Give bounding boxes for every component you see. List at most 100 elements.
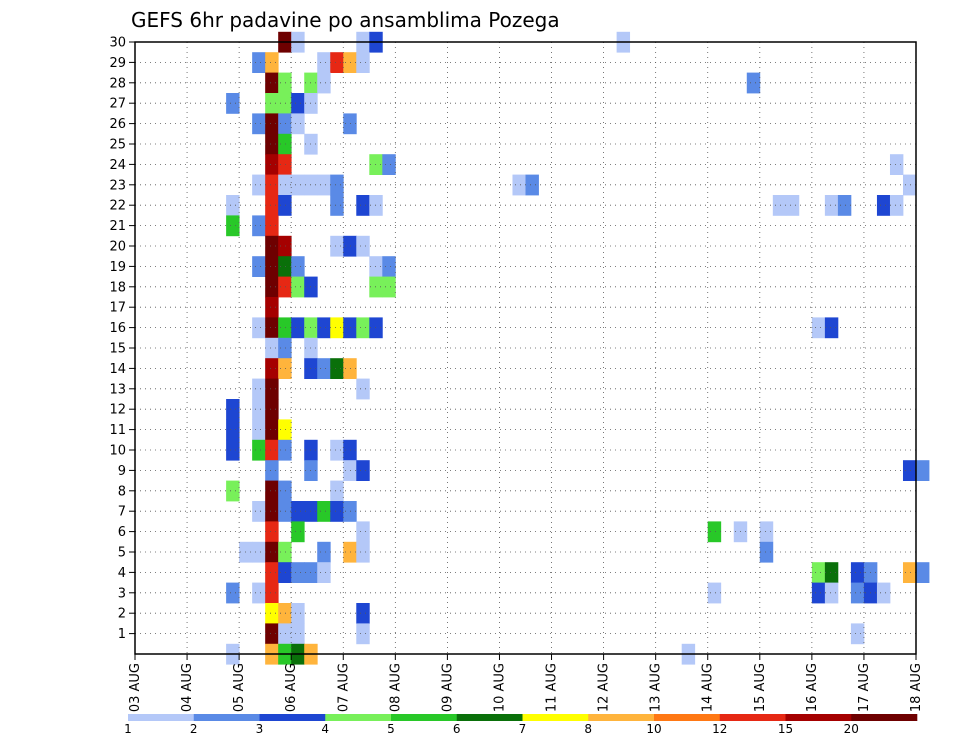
heatmap-cell [330, 358, 344, 379]
heatmap-cell [317, 358, 331, 379]
heatmap-cell [759, 521, 774, 543]
heatmap-cell [252, 174, 266, 196]
x-tick-label: 08 AUG [388, 663, 403, 712]
y-tick-label: 27 [109, 97, 126, 112]
y-tick-label: 14 [109, 362, 126, 377]
y-tick-label: 10 [109, 444, 126, 459]
heatmap-cell [226, 419, 240, 441]
heatmap-cell [369, 195, 383, 216]
heatmap-cell [252, 52, 266, 73]
y-tick-label: 6 [118, 525, 126, 540]
chart-title: GEFS 6hr padavine po ansamblima Pozega [131, 8, 560, 32]
heatmap-cell [265, 133, 279, 155]
heatmap-cell [317, 562, 331, 583]
heatmap-cell [265, 623, 279, 645]
colorbar-label: 3 [256, 722, 264, 736]
heatmap-cell [226, 480, 240, 502]
heatmap-cell [811, 562, 826, 583]
heatmap-cell [252, 378, 266, 400]
x-tick-label: 10 AUG [492, 663, 507, 712]
heatmap-cell [343, 358, 357, 379]
heatmap-cell [811, 582, 826, 604]
x-tick-label: 11 AUG [545, 663, 560, 712]
colorbar-label: 4 [321, 722, 329, 736]
heatmap-cell [252, 317, 266, 339]
heatmap-cell [785, 195, 800, 216]
y-tick-label: 15 [109, 342, 126, 357]
colorbar-label: 5 [387, 722, 395, 736]
heatmap-cell [252, 215, 266, 237]
heatmap-cell [226, 582, 240, 604]
heatmap-cell [252, 501, 266, 522]
heatmap-cell [369, 154, 383, 175]
y-tick-label: 28 [109, 76, 126, 91]
y-tick-label: 3 [118, 586, 126, 601]
colorbar-label: 1 [124, 722, 132, 736]
heatmap-cell [889, 195, 904, 216]
heatmap-cell [343, 113, 357, 135]
heatmap-cell [278, 439, 292, 461]
heatmap-cell [252, 582, 266, 604]
heatmap-cell [291, 501, 305, 522]
heatmap-cell [916, 562, 930, 583]
heatmap-cell [265, 215, 279, 237]
heatmap-cell [902, 460, 917, 481]
heatmap-cell [278, 317, 292, 339]
heatmap-cell [265, 154, 279, 175]
x-axis-ticks: 03 AUG 04 AUG 05 AUG 06 AUG 07 AUG 08 AUG 09 A… [128, 654, 924, 712]
heatmap-cell [850, 562, 865, 583]
heatmap-cell [252, 399, 266, 420]
heatmap-cell [252, 419, 266, 441]
heatmap-cell [356, 378, 370, 400]
heatmap-cell [356, 52, 370, 73]
heatmap-cell [382, 256, 396, 277]
heatmap-cell [356, 460, 370, 481]
colorbar-label: 8 [584, 722, 592, 736]
colorbar-swatch [325, 714, 392, 721]
heatmap-cell [226, 195, 240, 216]
colorbar-swatch [259, 714, 326, 721]
heatmap-cell [356, 541, 370, 563]
heatmap-cell [265, 297, 279, 318]
heatmap-cell [317, 501, 331, 522]
grid-lines [135, 42, 916, 654]
heatmap-cell [291, 256, 305, 277]
heatmap-cell [824, 317, 839, 339]
heatmap-cell [265, 439, 279, 461]
y-tick-label: 7 [118, 505, 126, 520]
x-tick-label: 04 AUG [180, 663, 195, 712]
y-tick-label: 2 [118, 607, 126, 622]
heatmap-cell [876, 582, 891, 604]
heatmap-cell [252, 113, 266, 135]
heatmap-cell [278, 113, 292, 135]
x-tick-label: 12 AUG [597, 663, 612, 712]
heatmap-cell [265, 337, 279, 359]
y-tick-label: 20 [109, 240, 126, 255]
heatmap-cell [356, 235, 370, 257]
heatmap-cell [278, 562, 292, 583]
heatmap-cell [278, 195, 292, 216]
heatmap-cell [343, 439, 357, 461]
y-tick-label: 9 [118, 464, 126, 479]
x-tick-label: 13 AUG [649, 663, 664, 712]
heatmap-cell [330, 235, 344, 257]
heatmap-cell [356, 317, 370, 339]
heatmap-cell [265, 582, 279, 604]
heatmap-cell [265, 562, 279, 583]
x-tick-label: 07 AUG [336, 663, 351, 712]
heatmap-cell [265, 113, 279, 135]
heatmap-cell [291, 113, 305, 135]
heatmap-cell [291, 93, 305, 114]
colorbar-swatch [391, 714, 458, 721]
y-axis-ticks: 1234567891011121314151617181920212223242… [109, 36, 135, 642]
y-tick-label: 21 [109, 219, 126, 234]
heatmap-cell [811, 317, 826, 339]
heatmap-cell [837, 195, 852, 216]
colorbar-label: 10 [646, 722, 661, 736]
heatmap-cell [278, 623, 292, 645]
heatmap-cell [278, 235, 292, 257]
y-tick-label: 4 [118, 566, 126, 581]
heatmap-cell [525, 174, 539, 196]
y-tick-label: 5 [118, 546, 126, 561]
